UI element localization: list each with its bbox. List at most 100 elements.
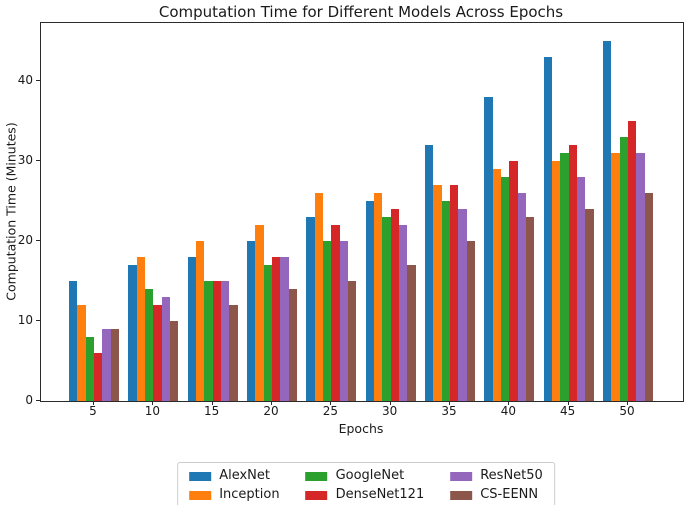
- bar-googlenet-epoch-20: [263, 265, 272, 401]
- legend-column-2: GoogleNet DenseNet121: [305, 469, 425, 502]
- legend-swatch-densenet121: [305, 490, 328, 500]
- bar-alexnet-epoch-35: [425, 145, 434, 401]
- bar-inception-epoch-25: [314, 193, 324, 401]
- x-tick-label-40: 40: [500, 404, 516, 418]
- bar-resnet50-epoch-5: [102, 329, 111, 401]
- y-axis-label: Computation Time (Minutes): [3, 122, 19, 301]
- x-tick-label-30: 30: [382, 404, 398, 418]
- x-axis-label: Epochs: [338, 421, 384, 436]
- x-tick-label-25: 25: [322, 404, 338, 418]
- bar-alexnet-epoch-15: [187, 257, 197, 401]
- bar-googlenet-epoch-45: [560, 153, 569, 401]
- bar-inception-epoch-40: [492, 169, 502, 401]
- bar-densenet121-epoch-15: [212, 281, 221, 401]
- legend-entry-inception: Inception: [189, 487, 280, 502]
- bar-group-epoch-40: [484, 97, 535, 401]
- legend-column-1: AlexNet Inception: [189, 469, 280, 502]
- bar-group-epoch-30: [365, 193, 416, 401]
- bar-googlenet-epoch-5: [85, 337, 94, 401]
- x-tick-label-5: 5: [89, 404, 97, 418]
- x-tick-mark-30: [389, 401, 391, 405]
- y-tick-label-0: 0: [25, 393, 33, 407]
- y-tick-label-30: 30: [17, 153, 33, 167]
- x-tick-label-20: 20: [263, 404, 279, 418]
- legend-label-densenet121: DenseNet121: [335, 487, 425, 502]
- bar-cs-eenn-epoch-30: [407, 265, 416, 401]
- bar-group-epoch-45: [543, 57, 594, 401]
- bar-inception-epoch-15: [196, 241, 205, 401]
- bar-googlenet-epoch-10: [145, 289, 154, 401]
- bar-googlenet-epoch-25: [323, 241, 332, 401]
- legend-entry-resnet50: ResNet50: [450, 469, 543, 483]
- y-tick-mark-10: [36, 320, 40, 321]
- bar-alexnet-epoch-25: [306, 217, 315, 401]
- legend-swatch-resnet50: [450, 471, 473, 481]
- y-tick-mark-30: [36, 160, 40, 161]
- bar-group-epoch-25: [306, 193, 357, 401]
- bar-alexnet-epoch-30: [365, 201, 375, 401]
- legend-swatch-googlenet: [305, 471, 328, 481]
- bar-resnet50-epoch-35: [458, 209, 467, 401]
- legend-label-alexnet: AlexNet: [219, 468, 270, 483]
- legend-entry-googlenet: GoogleNet: [305, 469, 425, 483]
- legend-entry-cs-eenn: CS-EENN: [450, 488, 543, 502]
- bar-resnet50-epoch-30: [398, 225, 408, 401]
- legend-swatch-alexnet: [189, 471, 212, 481]
- bar-cs-eenn-epoch-35: [466, 241, 475, 401]
- x-tick-mark-25: [330, 401, 332, 405]
- bar-group-epoch-50: [603, 41, 653, 401]
- bar-alexnet-epoch-50: [603, 41, 612, 401]
- bar-group-epoch-20: [247, 225, 297, 401]
- bar-densenet121-epoch-35: [449, 185, 459, 401]
- y-tick-label-20: 20: [17, 233, 33, 247]
- bar-cs-eenn-epoch-20: [288, 289, 297, 401]
- x-tick-mark-45: [567, 401, 569, 405]
- bar-googlenet-epoch-40: [501, 177, 510, 401]
- x-tick-label-10: 10: [144, 404, 160, 418]
- legend-column-3: ResNet50 CS-EENN: [450, 469, 543, 502]
- x-tick-mark-10: [152, 401, 154, 405]
- chart-title: Computation Time for Different Models Ac…: [158, 3, 564, 21]
- x-tick-mark-15: [211, 401, 213, 405]
- y-tick-mark-40: [36, 80, 40, 81]
- bar-googlenet-epoch-35: [441, 201, 450, 401]
- bar-group-epoch-15: [187, 241, 238, 401]
- x-tick-label-45: 45: [560, 404, 576, 418]
- bar-cs-eenn-epoch-15: [229, 305, 238, 401]
- bar-alexnet-epoch-40: [484, 97, 493, 401]
- bar-alexnet-epoch-45: [543, 57, 553, 401]
- bar-inception-epoch-50: [611, 153, 620, 401]
- x-tick-mark-20: [271, 401, 272, 405]
- bar-resnet50-epoch-40: [517, 193, 526, 401]
- y-tick-mark-0: [36, 400, 40, 401]
- y-tick-mark-20: [36, 240, 40, 241]
- bar-inception-epoch-20: [255, 225, 264, 401]
- y-tick-label-10: 10: [17, 313, 33, 327]
- bar-cs-eenn-epoch-50: [644, 193, 653, 401]
- bar-group-epoch-10: [128, 257, 179, 401]
- x-tick-mark-40: [508, 401, 510, 405]
- bar-inception-epoch-35: [433, 185, 442, 401]
- bar-densenet121-epoch-50: [627, 121, 637, 401]
- y-tick-label-40: 40: [17, 73, 33, 87]
- legend-label-inception: Inception: [219, 487, 280, 502]
- bar-googlenet-epoch-30: [382, 217, 391, 401]
- bar-resnet50-epoch-25: [339, 241, 348, 401]
- legend-entry-alexnet: AlexNet: [189, 469, 279, 483]
- bar-densenet121-epoch-25: [331, 225, 340, 401]
- x-tick-label-15: 15: [204, 404, 220, 418]
- x-tick-mark-50: [627, 401, 628, 405]
- bar-cs-eenn-epoch-10: [169, 321, 179, 401]
- bar-alexnet-epoch-20: [247, 241, 256, 401]
- legend-label-resnet50: ResNet50: [480, 468, 543, 483]
- legend-entry-densenet121: DenseNet121: [305, 487, 425, 502]
- x-tick-mark-5: [93, 401, 94, 405]
- bar-densenet121-epoch-45: [568, 145, 577, 401]
- bar-inception-epoch-30: [374, 193, 383, 401]
- bar-alexnet-epoch-5: [69, 281, 78, 401]
- x-tick-label-35: 35: [441, 404, 457, 418]
- bar-resnet50-epoch-20: [280, 257, 289, 401]
- bar-googlenet-epoch-50: [619, 137, 628, 401]
- bar-group-epoch-5: [69, 281, 119, 401]
